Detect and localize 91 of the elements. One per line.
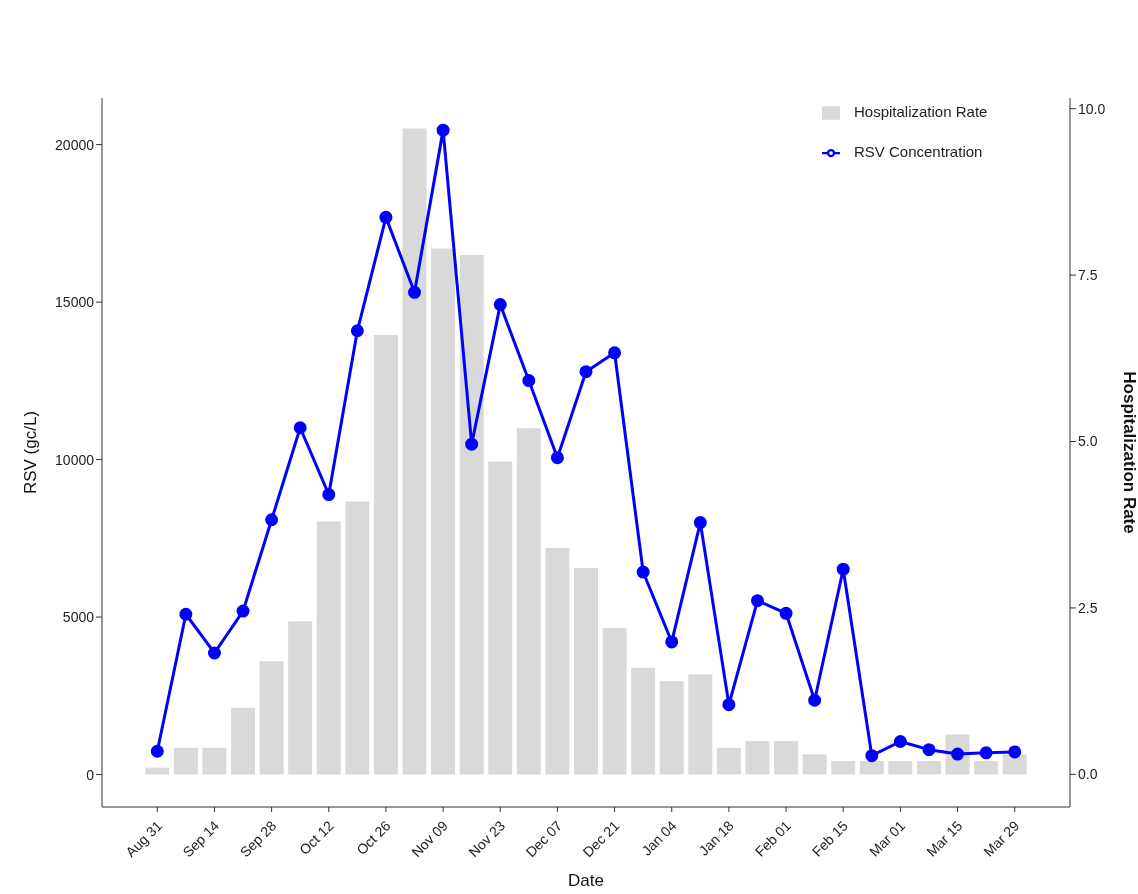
x-tick-label: Sep 28 (236, 817, 280, 861)
bar (916, 761, 941, 775)
x-tick-label: Oct 12 (296, 817, 337, 858)
point (750, 594, 764, 608)
point (808, 693, 822, 707)
bar (888, 761, 913, 775)
x-tick-label: Jan 04 (638, 817, 680, 859)
y-axis-title: RSV (gc/L) (21, 410, 41, 495)
point (779, 606, 793, 620)
point (265, 513, 279, 527)
point (322, 488, 336, 502)
bar (716, 747, 741, 775)
point (465, 437, 479, 451)
x-tick-label: Mar 29 (980, 817, 1023, 860)
x-tick-label: Dec 21 (579, 817, 623, 861)
bar (831, 761, 856, 775)
x-tick-label: Mar 15 (923, 817, 966, 860)
bar (774, 741, 799, 775)
point (236, 604, 250, 618)
bar (574, 568, 598, 775)
bar (373, 335, 398, 775)
point (636, 565, 650, 579)
x-tick-label: Dec 07 (522, 817, 566, 861)
point (865, 749, 879, 763)
y2-tick-label: 2.5 (1078, 599, 1098, 616)
x-tick-label: Jan 18 (695, 817, 737, 859)
point (665, 635, 679, 649)
bar (974, 761, 999, 775)
bar (402, 128, 427, 775)
legend-label: Hospitalization Rate (854, 103, 988, 120)
y-tick-label: 15000 (55, 294, 95, 311)
x-tick-label: Aug 31 (122, 817, 166, 861)
y-tick-label: 0 (86, 766, 95, 783)
bar (488, 461, 513, 775)
point (350, 324, 364, 338)
bar (1002, 754, 1027, 775)
bar (745, 741, 770, 775)
bar (459, 255, 484, 775)
y2-tick-label: 0.0 (1078, 766, 1098, 783)
point (693, 516, 707, 530)
bar (145, 767, 170, 775)
bar (602, 627, 627, 775)
y-tick-label: 20000 (55, 136, 95, 153)
x-axis-title: Date (568, 871, 604, 890)
bar (631, 667, 656, 775)
point (579, 365, 593, 379)
point (436, 123, 450, 137)
bar (431, 248, 456, 775)
point (1008, 745, 1022, 759)
point (207, 646, 221, 660)
point (836, 562, 850, 576)
y2-tick-label: 5.0 (1078, 433, 1098, 450)
point (722, 698, 736, 712)
bar (259, 661, 284, 775)
y2-axis-title: Hospitalization Rate (1119, 371, 1138, 534)
point (979, 746, 993, 760)
bar (173, 747, 198, 775)
point (550, 451, 564, 465)
point (179, 607, 193, 621)
bar (231, 707, 256, 775)
legend-label: RSV Concentration (854, 143, 983, 160)
x-tick-label: Mar 01 (866, 817, 909, 860)
bar (859, 761, 884, 775)
bar (802, 754, 827, 775)
point (493, 298, 507, 312)
point (608, 346, 622, 360)
point (379, 210, 393, 224)
x-tick-label: Sep 14 (179, 817, 223, 861)
x-tick-label: Feb 15 (808, 817, 852, 860)
x-tick-label: Nov 23 (465, 817, 509, 861)
bar (516, 428, 541, 775)
bar (688, 674, 713, 775)
y2-tick-label: 7.5 (1078, 267, 1098, 284)
bar (202, 747, 227, 775)
y-tick-label: 5000 (62, 609, 95, 626)
x-tick-label: Nov 09 (408, 817, 452, 861)
point (893, 734, 907, 748)
point (293, 421, 307, 435)
bar (545, 548, 570, 775)
point (522, 374, 536, 388)
y2-tick-label: 10.0 (1078, 100, 1106, 117)
y-tick-label: 10000 (55, 451, 95, 468)
bar (288, 621, 313, 775)
bar (316, 521, 341, 775)
point (922, 743, 936, 757)
bar (345, 501, 370, 775)
point (150, 744, 164, 758)
point (408, 285, 422, 299)
x-tick-label: Feb 01 (751, 817, 794, 860)
bar (659, 681, 684, 775)
x-tick-label: Oct 26 (353, 817, 394, 858)
